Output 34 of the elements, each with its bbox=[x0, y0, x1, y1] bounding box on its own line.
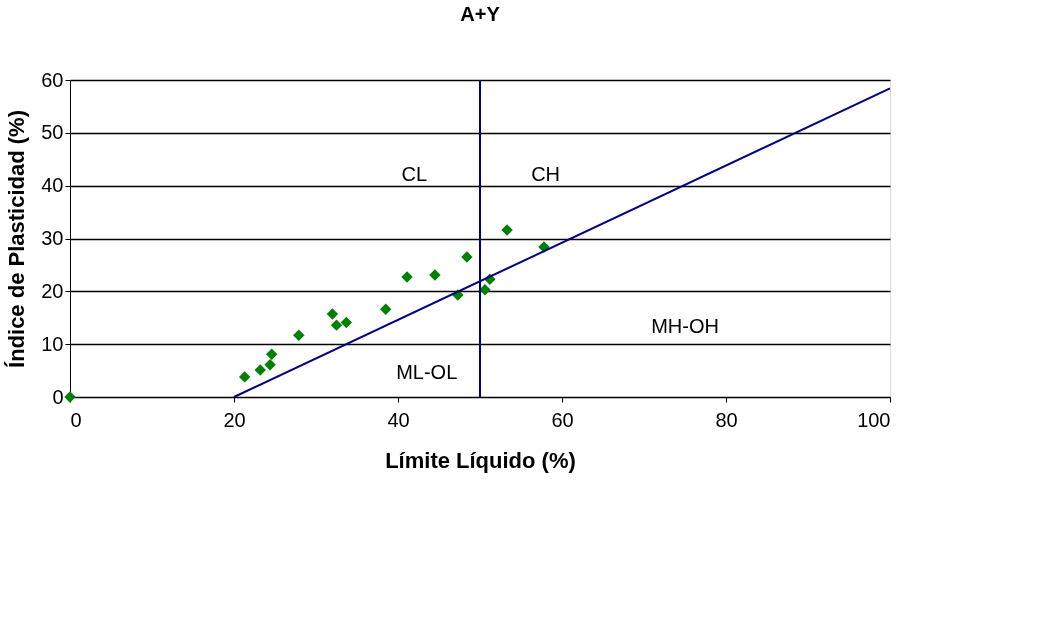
x-tick-label: 60 bbox=[551, 408, 574, 431]
point bbox=[254, 364, 266, 376]
annotation: MH-OH bbox=[651, 315, 719, 338]
y-tick-label: 40 bbox=[41, 174, 64, 197]
point bbox=[238, 371, 251, 383]
point bbox=[264, 359, 276, 371]
point bbox=[330, 319, 343, 331]
point bbox=[340, 316, 353, 329]
x-tick-label: 80 bbox=[715, 408, 738, 431]
point bbox=[380, 303, 392, 315]
y-tick-label: 20 bbox=[41, 279, 64, 302]
point bbox=[266, 348, 278, 360]
point bbox=[293, 329, 305, 341]
y-tick-label: 50 bbox=[41, 121, 64, 144]
x-tick-label: 40 bbox=[387, 408, 410, 431]
point bbox=[501, 224, 513, 236]
x-tick-label: 0 bbox=[70, 408, 82, 431]
annotation: ML-OL bbox=[396, 361, 458, 384]
point bbox=[326, 308, 339, 320]
x-tick-label: 100 bbox=[857, 408, 891, 431]
x-tick-label: 20 bbox=[223, 408, 246, 431]
annotation: CL bbox=[401, 163, 428, 186]
point bbox=[461, 251, 473, 263]
chart-title: A+Y bbox=[460, 3, 501, 25]
y-tick-label: 10 bbox=[41, 332, 64, 355]
annotation: CH bbox=[531, 163, 561, 186]
y-tick-label: 0 bbox=[52, 385, 64, 408]
y-axis-title: Índice de Plasticidad (%) bbox=[4, 110, 30, 368]
x-axis-title: Límite Líquido (%) bbox=[385, 447, 576, 473]
point bbox=[64, 391, 76, 403]
y-tick-label: 30 bbox=[41, 227, 64, 249]
point bbox=[401, 271, 413, 283]
point bbox=[429, 269, 441, 281]
y-tick-label: 60 bbox=[41, 68, 64, 91]
